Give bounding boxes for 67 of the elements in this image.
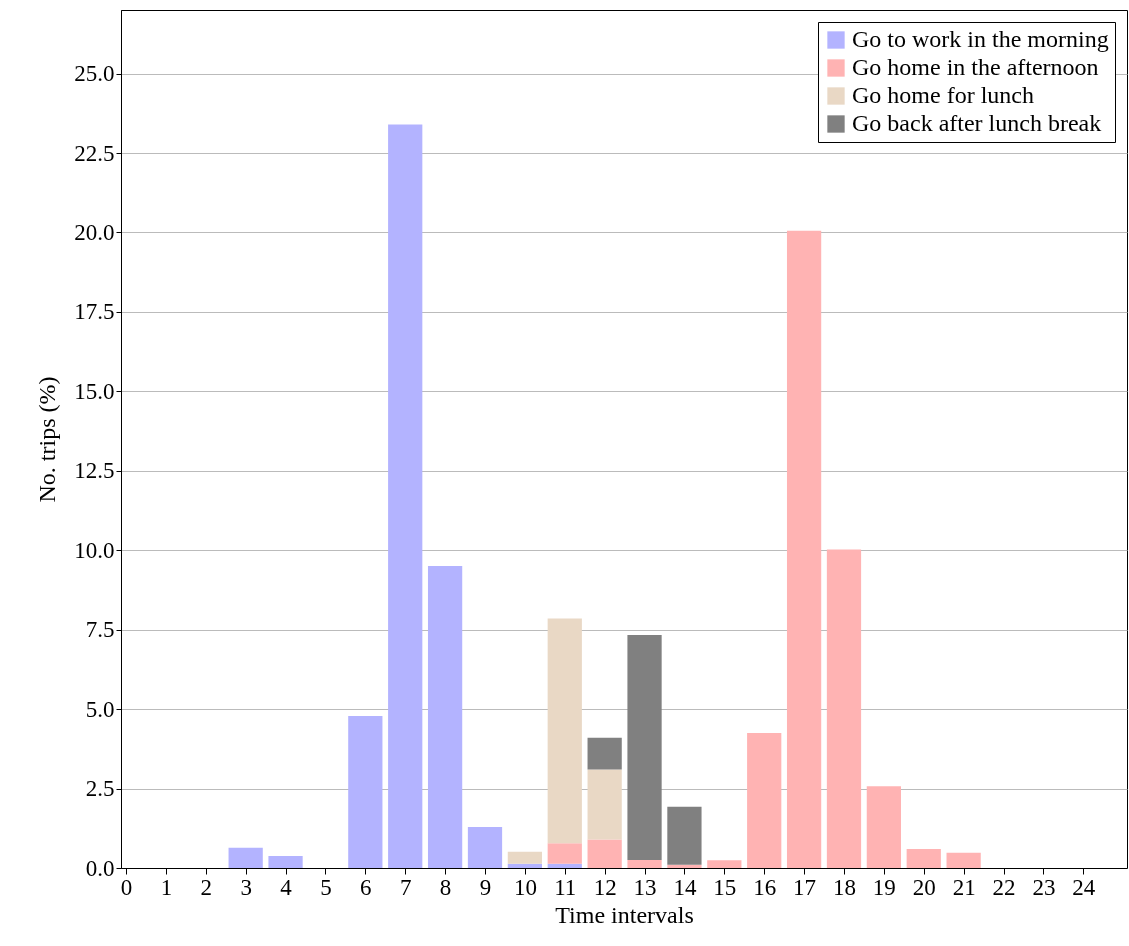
bar [507, 863, 542, 868]
bar [946, 852, 981, 868]
x-tick-label: 22 [992, 874, 1016, 900]
bar [348, 716, 383, 868]
bar [587, 737, 622, 770]
y-tick-label: 15.0 [74, 378, 115, 404]
x-tick-label: 6 [360, 874, 372, 900]
bar [228, 847, 263, 868]
x-tick-label: 9 [479, 874, 492, 900]
x-tick-label: 8 [439, 874, 452, 900]
x-tick-label: 0 [120, 874, 133, 900]
y-tick-label: 5.0 [85, 696, 115, 722]
y-tick-label: 22.5 [74, 140, 115, 166]
x-tick-label: 13 [633, 874, 657, 900]
x-tick-label: 16 [753, 874, 777, 900]
legend-label: Go home for lunch [852, 82, 1034, 108]
x-tick-label: 17 [793, 874, 817, 900]
x-tick-label: 23 [1032, 874, 1056, 900]
x-tick-label: 11 [554, 874, 577, 900]
x-tick-label: 24 [1072, 874, 1096, 900]
x-tick-label: 7 [399, 874, 412, 900]
x-tick-label: 12 [593, 874, 617, 900]
x-tick-label: 21 [952, 874, 976, 900]
x-tick-label: 19 [872, 874, 896, 900]
y-axis-title: No. trips (%) [34, 376, 61, 503]
x-tick-label: 1 [160, 874, 173, 900]
bar [866, 786, 901, 868]
y-tick-label: 17.5 [74, 299, 115, 325]
bar [547, 618, 582, 844]
bar [547, 843, 582, 864]
bar [826, 549, 862, 868]
bar [627, 860, 662, 868]
x-tick-label: 2 [200, 874, 213, 900]
y-tick-label: 2.5 [85, 776, 115, 802]
bar [667, 806, 702, 865]
bar [667, 864, 702, 868]
x-tick-label: 10 [513, 874, 537, 900]
bar [587, 769, 622, 840]
bar [427, 566, 463, 868]
bar [268, 855, 303, 868]
bar [547, 863, 582, 868]
x-tick-label: 15 [713, 874, 737, 900]
bar [747, 732, 782, 868]
bar [507, 851, 542, 864]
x-axis-title: Time intervals [555, 901, 694, 928]
bar [388, 124, 423, 868]
bar [786, 230, 822, 868]
x-tick-label: 20 [912, 874, 936, 900]
bar [627, 635, 662, 861]
x-tick-label: 18 [832, 874, 856, 900]
y-tick-label: 25.0 [74, 61, 115, 87]
x-tick-label: 14 [673, 874, 697, 900]
legend-label: Go back after lunch break [852, 110, 1102, 136]
x-tick-label: 3 [240, 874, 252, 900]
bar [467, 827, 503, 868]
y-tick-label: 20.0 [74, 219, 115, 245]
x-tick-label: 5 [320, 874, 332, 900]
y-tick-label: 0.0 [85, 855, 115, 881]
y-tick-label: 12.5 [74, 458, 115, 484]
bar [707, 860, 742, 868]
y-tick-label: 10.0 [74, 537, 115, 563]
bar [587, 839, 622, 868]
legend-label: Go to work in the morning [852, 26, 1109, 52]
bar [906, 848, 941, 868]
y-tick-label: 7.5 [85, 617, 115, 643]
x-tick-label: 4 [280, 874, 293, 900]
legend-label: Go home in the afternoon [852, 54, 1099, 80]
